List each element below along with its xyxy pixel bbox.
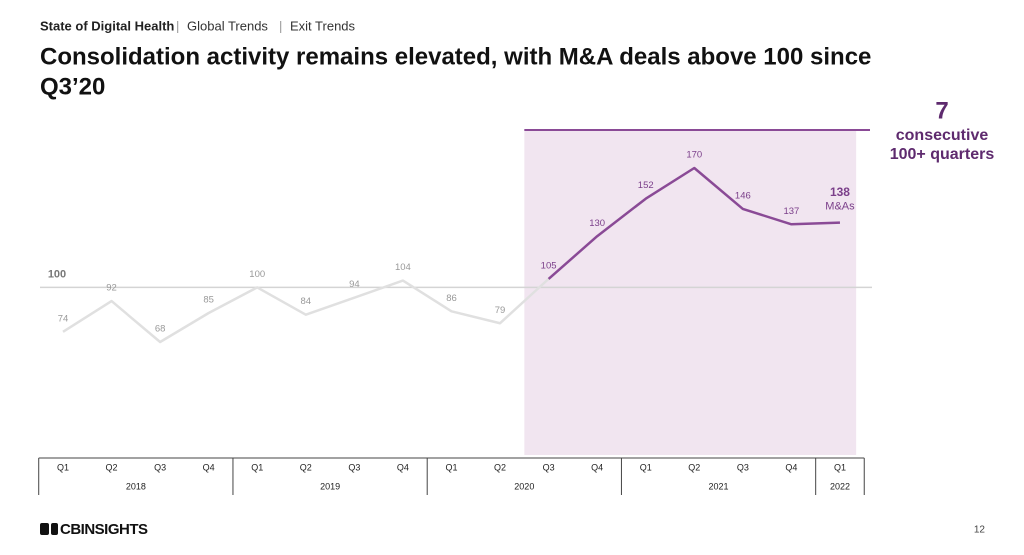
page-number: 12 bbox=[974, 525, 986, 536]
separator: | bbox=[279, 18, 282, 33]
x-tick-label: Q2 bbox=[300, 462, 312, 472]
group-label: 2018 bbox=[126, 481, 146, 491]
x-tick-label: Q4 bbox=[785, 462, 797, 472]
x-tick-label: Q3 bbox=[737, 462, 749, 472]
x-tick-label: Q4 bbox=[203, 462, 215, 472]
brand: CBINSIGHTS bbox=[60, 521, 148, 538]
crumb: Global Trends bbox=[187, 18, 268, 33]
x-tick-label: Q2 bbox=[494, 462, 506, 472]
x-tick-label: Q3 bbox=[154, 462, 166, 472]
x-tick-label: Q4 bbox=[397, 462, 409, 472]
data-label: 104 bbox=[395, 262, 411, 273]
group-label: 2019 bbox=[320, 481, 340, 491]
data-label: 84 bbox=[301, 296, 312, 307]
annotation-text: consecutive bbox=[896, 127, 989, 144]
data-label: 152 bbox=[638, 180, 654, 191]
annotation-text: 100+ quarters bbox=[890, 146, 995, 163]
x-tick-label: Q1 bbox=[251, 462, 263, 472]
data-label: 130 bbox=[589, 218, 605, 229]
data-label: 137 bbox=[783, 206, 799, 217]
reference-label: 100 bbox=[48, 268, 66, 280]
data-label-unit: M&As bbox=[825, 200, 855, 212]
line-highlight bbox=[547, 166, 841, 280]
data-label: 94 bbox=[349, 279, 360, 290]
data-label: 138 bbox=[830, 185, 850, 199]
line-base bbox=[62, 277, 550, 344]
data-label: 100 bbox=[249, 269, 265, 280]
crumb: Exit Trends bbox=[290, 18, 356, 33]
x-tick-label: Q1 bbox=[57, 462, 69, 472]
data-label: 105 bbox=[541, 260, 557, 271]
x-tick-label: Q2 bbox=[106, 462, 118, 472]
x-tick-label: Q1 bbox=[834, 462, 846, 472]
data-label: 74 bbox=[58, 313, 69, 324]
x-tick-label: Q3 bbox=[348, 462, 360, 472]
x-tick-label: Q1 bbox=[445, 462, 457, 472]
section: State of Digital Health bbox=[40, 18, 174, 33]
chart-title: Consolidation activity remains elevated,… bbox=[40, 43, 871, 70]
chart-title: Q3’20 bbox=[40, 73, 105, 100]
data-label: 85 bbox=[203, 295, 214, 306]
x-tick-label: Q3 bbox=[543, 462, 555, 472]
x-tick-label: Q1 bbox=[640, 462, 652, 472]
highlight-region bbox=[524, 130, 857, 455]
group-label: 2020 bbox=[514, 481, 534, 491]
group-label: 2022 bbox=[830, 481, 850, 491]
data-label: 92 bbox=[106, 283, 117, 294]
logo: CBINSIGHTS bbox=[40, 521, 149, 538]
data-label: 86 bbox=[446, 293, 457, 304]
data-label: 68 bbox=[155, 324, 166, 335]
annotation-count: 7 bbox=[935, 97, 948, 124]
group-label: 2021 bbox=[709, 481, 729, 491]
x-tick-label: Q2 bbox=[688, 462, 700, 472]
separator: | bbox=[176, 18, 179, 33]
data-label: 79 bbox=[495, 305, 506, 316]
x-tick-label: Q4 bbox=[591, 462, 603, 472]
data-label: 170 bbox=[686, 150, 702, 161]
data-label: 146 bbox=[735, 190, 751, 201]
